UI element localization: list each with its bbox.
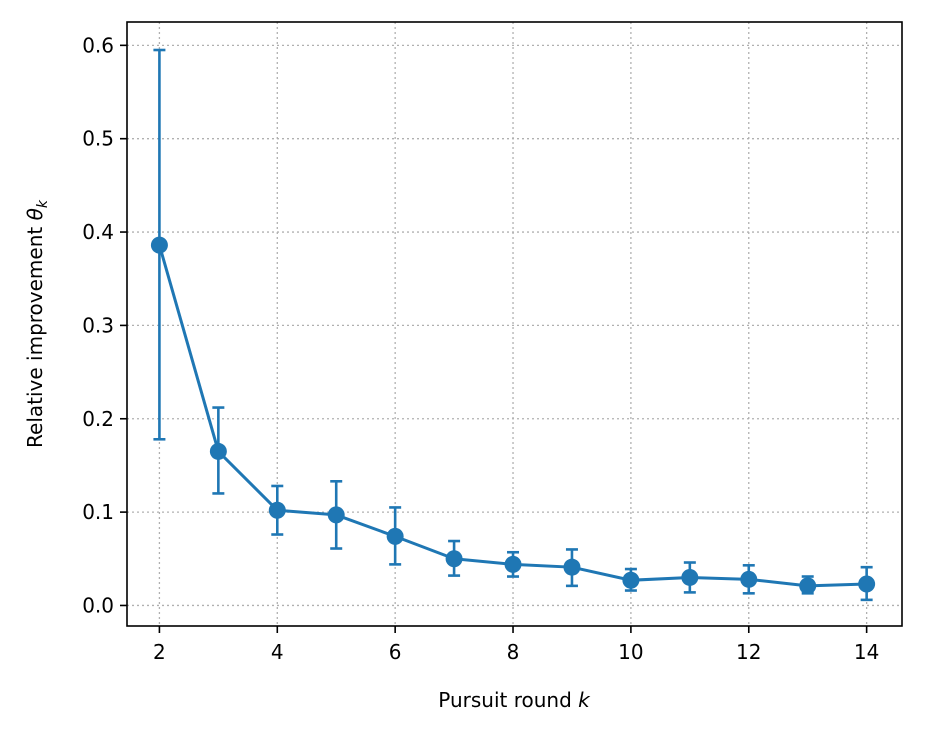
data-point <box>386 527 404 545</box>
x-axis-label-variable: k <box>578 688 591 712</box>
y-tick-label: 0.0 <box>82 593 114 617</box>
plot-frame <box>126 21 903 627</box>
y-tick-label: 0.3 <box>82 313 114 337</box>
y-axis-ticks: 0.0 0.1 0.2 0.3 0.4 0.5 0.6 <box>82 33 127 617</box>
y-axis-label-variable: θ <box>23 208 47 220</box>
data-point <box>858 575 876 593</box>
x-axis-ticks: 2 4 6 8 10 12 14 <box>153 626 879 664</box>
x-tick-label: 2 <box>153 640 166 664</box>
x-tick-label: 12 <box>736 640 761 664</box>
data-point <box>209 442 227 460</box>
series <box>150 48 876 602</box>
data-point <box>799 577 817 595</box>
data-point <box>327 506 345 524</box>
data-point <box>622 571 640 589</box>
y-tick-label: 0.6 <box>82 33 114 57</box>
x-tick-label: 10 <box>618 640 643 664</box>
data-point <box>504 555 522 573</box>
y-axis-label-text: Relative improvement <box>23 220 47 448</box>
x-axis-label-text: Pursuit round <box>438 688 578 712</box>
data-point <box>445 550 463 568</box>
data-point <box>740 570 758 588</box>
x-tick-label: 4 <box>271 640 284 664</box>
data-point <box>681 568 699 586</box>
data-point <box>150 236 168 254</box>
data-point <box>563 558 581 576</box>
x-tick-label: 6 <box>389 640 402 664</box>
x-axis-label: Pursuit round k <box>438 688 591 712</box>
y-axis-label: Relative improvement θk <box>23 199 51 448</box>
grid <box>127 22 902 626</box>
y-axis-label-subscript: k <box>35 199 51 208</box>
data-point <box>268 501 286 519</box>
y-tick-label: 0.5 <box>82 127 114 151</box>
x-tick-label: 8 <box>507 640 520 664</box>
y-tick-label: 0.1 <box>82 500 114 524</box>
x-tick-label: 14 <box>854 640 879 664</box>
y-tick-label: 0.4 <box>82 220 114 244</box>
y-tick-label: 0.2 <box>82 407 114 431</box>
